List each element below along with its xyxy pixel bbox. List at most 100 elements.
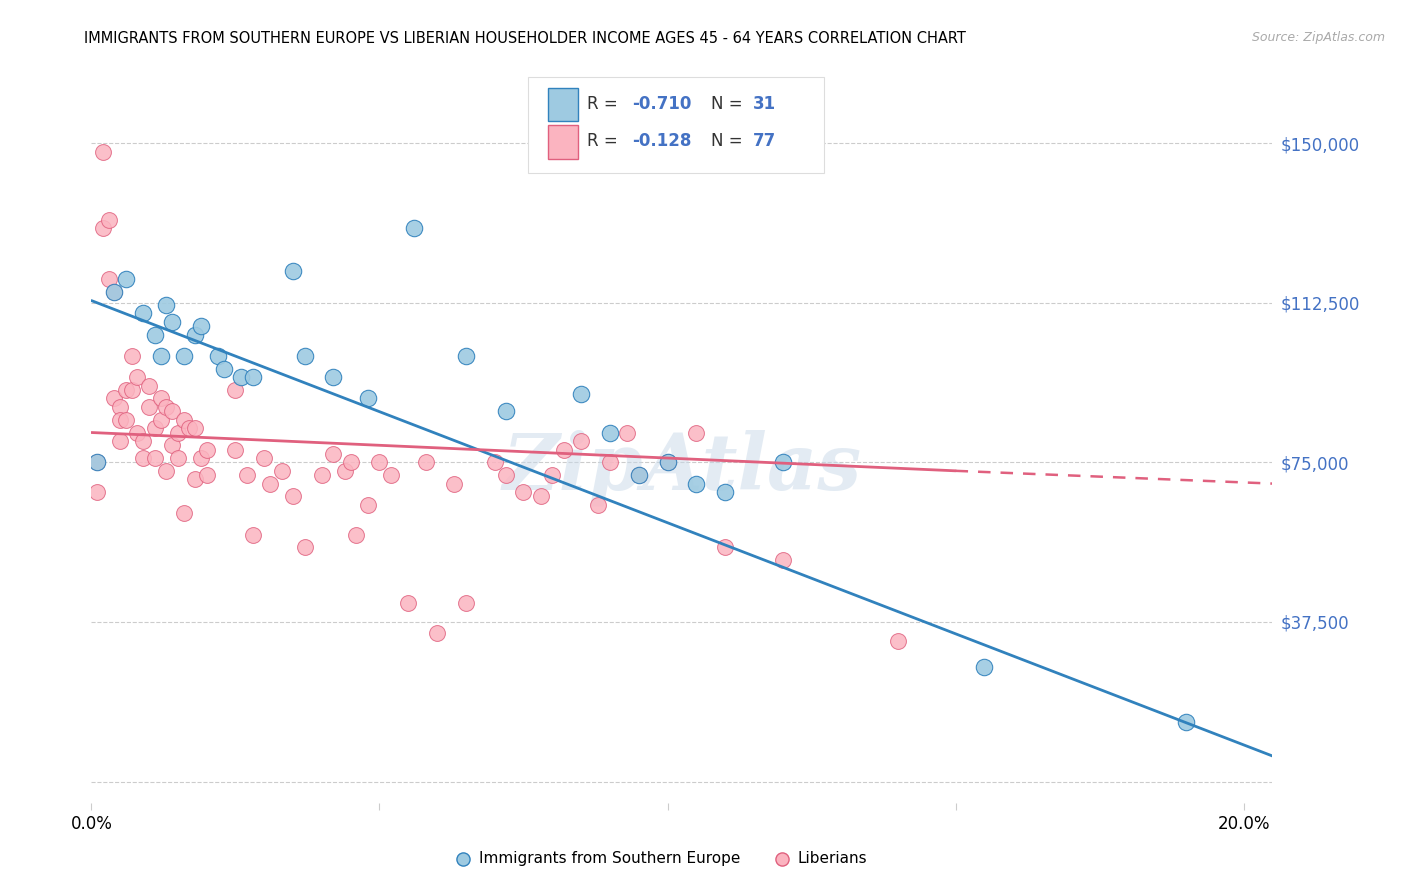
Point [190,451,212,466]
Point [212,361,235,376]
Point [657,455,679,469]
Point [627,468,650,483]
Point [339,455,361,469]
Point [714,541,737,555]
Text: N =: N = [711,95,748,113]
Text: IMMIGRANTS FROM SOUTHERN EUROPE VS LIBERIAN HOUSEHOLDER INCOME AGES 45 - 64 YEAR: IMMIGRANTS FROM SOUTHERN EUROPE VS LIBER… [84,31,966,46]
Point [685,425,707,440]
Point [173,507,195,521]
Point [772,553,794,567]
Point [495,404,517,418]
Point [155,400,177,414]
Point [86,485,108,500]
Point [569,387,592,401]
Point [616,425,638,440]
Point [627,468,650,483]
Point [311,468,333,483]
Point [86,455,108,469]
Point [160,315,183,329]
Point [294,541,316,555]
Point [495,468,517,483]
Point [270,464,292,478]
Point [103,392,125,406]
Point [322,370,344,384]
Text: Source: ZipAtlas.com: Source: ZipAtlas.com [1251,31,1385,45]
Point [357,392,380,406]
Point [772,455,794,469]
Point [91,221,114,235]
Point [887,634,910,648]
Point [195,468,218,483]
Point [115,413,138,427]
Point [973,659,995,673]
Point [149,349,172,363]
Point [443,476,465,491]
Point [138,400,160,414]
Point [132,434,155,448]
Point [530,489,553,503]
Point [132,451,155,466]
Point [155,298,177,312]
Point [541,468,564,483]
Point [599,425,621,440]
FancyBboxPatch shape [529,77,824,173]
Point [236,468,259,483]
Point [108,434,131,448]
Point [344,527,367,541]
Point [184,472,207,486]
Point [121,383,143,397]
Point [97,272,120,286]
Point [333,464,356,478]
Point [115,383,138,397]
Bar [548,87,578,121]
Point [184,327,207,342]
Point [173,413,195,427]
Point [569,434,592,448]
Point [207,349,229,363]
Point [553,442,575,457]
Point [132,306,155,320]
Text: R =: R = [588,132,623,151]
Bar [548,125,578,159]
Point [426,625,449,640]
Point [184,421,207,435]
Point [294,349,316,363]
Text: -0.128: -0.128 [633,132,692,151]
Text: R =: R = [588,95,623,113]
Point [115,272,138,286]
Point [166,451,188,466]
Text: N =: N = [711,132,748,151]
Point [108,400,131,414]
Point [121,349,143,363]
Point [685,476,707,491]
Text: Immigrants from Southern Europe: Immigrants from Southern Europe [479,851,740,866]
Point [127,425,149,440]
Point [242,527,264,541]
Point [160,438,183,452]
Point [714,485,737,500]
Point [179,421,201,435]
Point [512,485,534,500]
Text: ZipAtlas: ZipAtlas [502,429,862,506]
Point [484,455,506,469]
Text: Liberians: Liberians [797,851,868,866]
Point [143,421,166,435]
Point [103,285,125,299]
Point [454,349,477,363]
Point [588,498,610,512]
Point [224,442,246,457]
Point [368,455,391,469]
Point [281,264,304,278]
Point [281,489,304,503]
Point [402,221,425,235]
Point [396,596,419,610]
Point [599,455,621,469]
Point [97,212,120,227]
Point [224,383,246,397]
Point [155,464,177,478]
Point [143,451,166,466]
Point [415,455,437,469]
Point [242,370,264,384]
Point [657,455,679,469]
Point [380,468,402,483]
